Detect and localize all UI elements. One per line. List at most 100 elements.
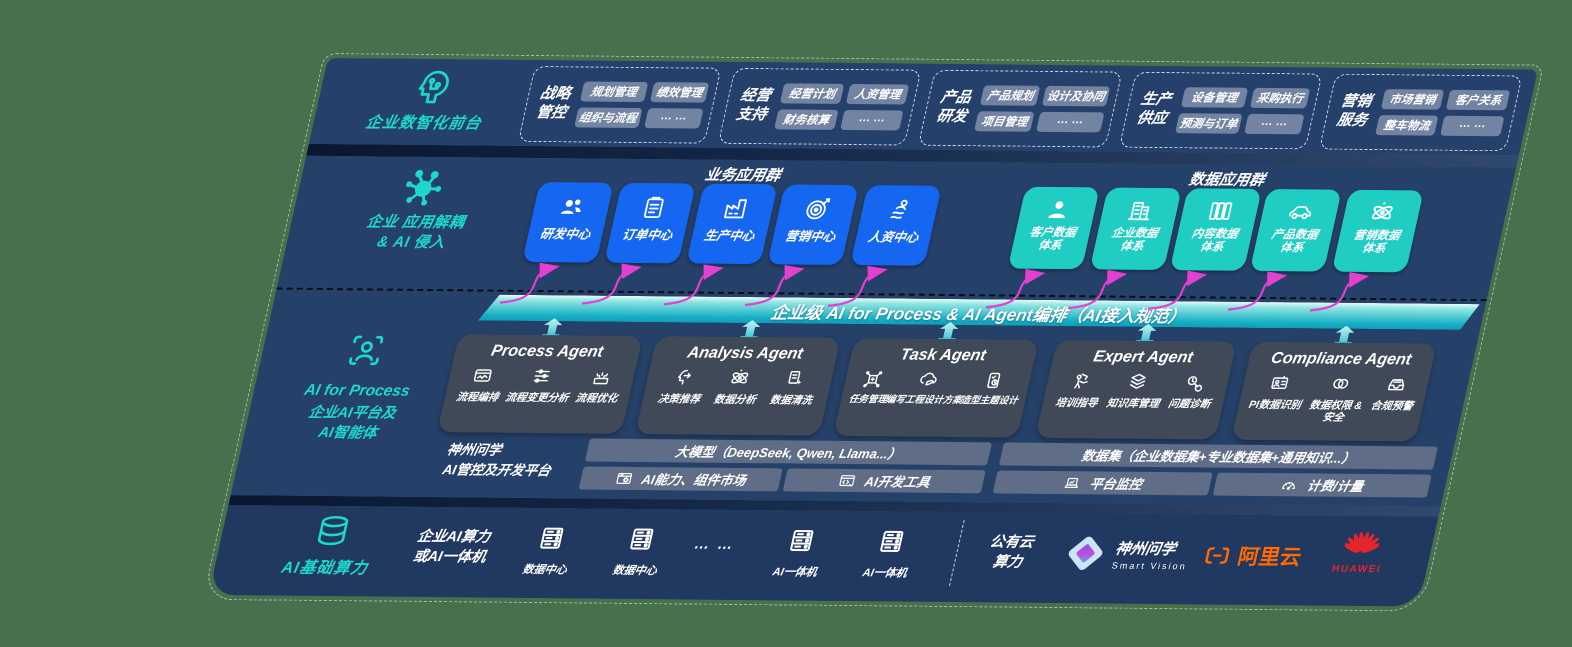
agent-item: 造型主题设计 [959, 369, 1024, 407]
node-label: AI一体机 [771, 566, 819, 579]
model-bar: 大模型（DeepSeek, Qwen, Llama...） [584, 438, 992, 466]
chip: 财务核算 [774, 109, 839, 130]
tile-label: 人资中心 [866, 230, 920, 245]
tile-label: 营销中心 [783, 229, 837, 244]
tile-product-data: 产品数据 体系 [1249, 189, 1342, 272]
front-office-label-block: 企业数智化前台 [322, 64, 535, 142]
chip: … … [1036, 111, 1105, 133]
tile-label: 企业数据 体系 [1110, 227, 1159, 254]
group-title: 产品 研发 [934, 89, 973, 126]
chip: … … [839, 109, 904, 131]
agent-items: 流程编排 流程变更分析 流程优化 [444, 360, 638, 405]
platform-models-column: 大模型（DeepSeek, Qwen, Llama...） AI能力、组件市场 … [578, 438, 992, 494]
chip: 项目管理 [974, 111, 1035, 132]
server-icon [783, 525, 820, 555]
enterprise-compute-label: 企业AI算力 或AI一体机 [411, 528, 492, 566]
target-icon [800, 196, 833, 223]
agent-item: 数据分析 [713, 367, 764, 406]
aliyun-bracket-icon [1199, 540, 1236, 570]
group-title: 生产 供应 [1135, 91, 1173, 128]
tile-customer-data: 客户数据 体系 [1007, 186, 1100, 270]
chip: 整车物流 [1374, 115, 1439, 136]
chip: … … [1244, 113, 1305, 135]
node-label: 数据中心 [521, 563, 569, 577]
infra-layer: AI基础算力 企业AI算力 或AI一体机 数据中心 数据中心 … … AI一体机 … [208, 505, 1439, 607]
gauge-icon [1279, 476, 1301, 494]
chip: 绩效管理 [649, 82, 710, 103]
group-product-rd: 产品 研发 产品规划 设计及协同 项目管理 … … [918, 69, 1123, 148]
agent-card-compliance: Compliance Agent PI数据识别 数据权限 & 安全 合规预警 [1231, 341, 1437, 442]
group-title: 经营 支持 [734, 87, 773, 124]
app-layer-title: 企业 应用解耦 & AI 侵入 [364, 213, 467, 251]
chip: 设计及协同 [1041, 85, 1110, 107]
group-strategy-control: 战略 管控 规划管理 绩效管理 组织与流程 … … [517, 65, 722, 144]
group-operation-support: 经营 支持 经营计划 人资管理 财务核算 … … [717, 67, 923, 146]
tile-enterprise-data: 企业数据 体系 [1089, 187, 1182, 271]
agent-card-task: Task Agent 任务管理 编写工程设计方案 造型主题设计 [833, 338, 1039, 438]
tile-label: 产品数据 体系 [1270, 229, 1319, 255]
people-activity-icon [883, 196, 916, 223]
chip: 产品规划 [980, 85, 1041, 106]
optimize-icon [588, 366, 615, 388]
tile-label: 营销数据 体系 [1352, 229, 1401, 256]
group-chips: 规划管理 绩效管理 组织与流程 … … [574, 81, 710, 129]
node-ai-appliance-1: AI一体机 [757, 525, 841, 580]
tile-marketing-data: 营销数据 体系 [1331, 189, 1424, 273]
architecture-panel: 企业数智化前台 战略 管控 规划管理 绩效管理 组织与流程 … … 经营 支持 经营… [208, 58, 1538, 607]
agent-items: PI数据识别 数据权限 & 安全 合规预警 [1235, 368, 1431, 425]
tile-content-data: 内容数据 体系 [1169, 188, 1262, 271]
database-icon [309, 513, 355, 551]
public-cloud-label: 公有云 算力 [988, 534, 1036, 571]
front-office-layer: 企业数智化前台 战略 管控 规划管理 绩效管理 组织与流程 … … 经营 支持 经营… [308, 58, 1538, 156]
tile-label: 客户数据 体系 [1028, 226, 1077, 253]
laptop-icon [1061, 474, 1083, 492]
aliyun-logo: 阿里云 [1199, 540, 1305, 571]
building-icon [1123, 197, 1156, 224]
group-chips: 产品规划 设计及协同 项目管理 … … [974, 85, 1110, 133]
user-icon [1041, 196, 1074, 223]
diagnose-icon [1181, 371, 1208, 393]
code-tool-icon [836, 471, 858, 489]
tile-label: 研发中心 [538, 227, 592, 242]
agent-title: Process Agent [489, 342, 605, 361]
huawei-text: HUAWEI [1330, 563, 1383, 576]
chip: 人资管理 [845, 84, 910, 105]
group-title: 战略 管控 [534, 85, 573, 122]
chip: 设备管理 [1180, 87, 1249, 108]
node-ai-appliance-2: AI一体机 [847, 526, 931, 581]
design-icon [980, 369, 1007, 391]
server-icon [623, 524, 660, 554]
agent-item: 数据权限 & 安全 [1301, 372, 1374, 424]
molecule-icon [397, 165, 451, 209]
id-card-icon [1266, 372, 1293, 394]
agent-card-analysis: Analysis Agent 决策推荐 数据分析 数据清洗 [635, 336, 841, 436]
agent-items: 决策推荐 数据分析 数据清洗 [642, 362, 836, 407]
atom-icon [726, 367, 753, 389]
chip: … … [643, 108, 704, 129]
tool-billing-bar: 计费/计量 [1212, 472, 1432, 498]
chip: 规划管理 [579, 81, 648, 103]
ai-layer-title-cn: 企业AI平台及 AI智能体 [306, 404, 398, 442]
platform-datasets-column: 数据集（企业数据集+专业数据集+通用知识...） 平台监控 计费/计量 [992, 442, 1438, 498]
dataset-bar: 数据集（企业数据集+专业数据集+通用知识...） [998, 442, 1438, 470]
agent-item: 任务管理 [848, 368, 894, 406]
tile-label: 内容数据 体系 [1190, 228, 1239, 254]
users-icon [555, 193, 588, 220]
group-chips: 经营计划 人资管理 财务核算 … … [774, 83, 910, 131]
agent-title: Compliance Agent [1269, 350, 1414, 369]
agent-title: Task Agent [898, 346, 988, 365]
agent-items: 培训指导 知识库管理 问题诊断 [1042, 366, 1232, 411]
decision-icon [670, 366, 697, 388]
chip: … … [1440, 115, 1505, 137]
agent-item: 知识库管理 [1105, 371, 1166, 410]
ellipsis-nodes: … … [692, 535, 737, 553]
agent-card-process: Process Agent 流程编排 流程变更分析 流程优化 [437, 334, 643, 434]
head-circuit-icon [407, 67, 456, 107]
agent-items: 任务管理 编写工程设计方案 造型主题设计 [840, 364, 1033, 408]
agent-title: Analysis Agent [685, 344, 805, 363]
ai-layer: 企业级 AI for Process & AI Agent编排（AI接入规范） … [230, 287, 1487, 507]
group-title: 营销 服务 [1335, 92, 1374, 129]
platform-ops-row: 平台监控 计费/计量 [992, 470, 1432, 498]
infra-title: AI基础算力 [279, 559, 370, 578]
